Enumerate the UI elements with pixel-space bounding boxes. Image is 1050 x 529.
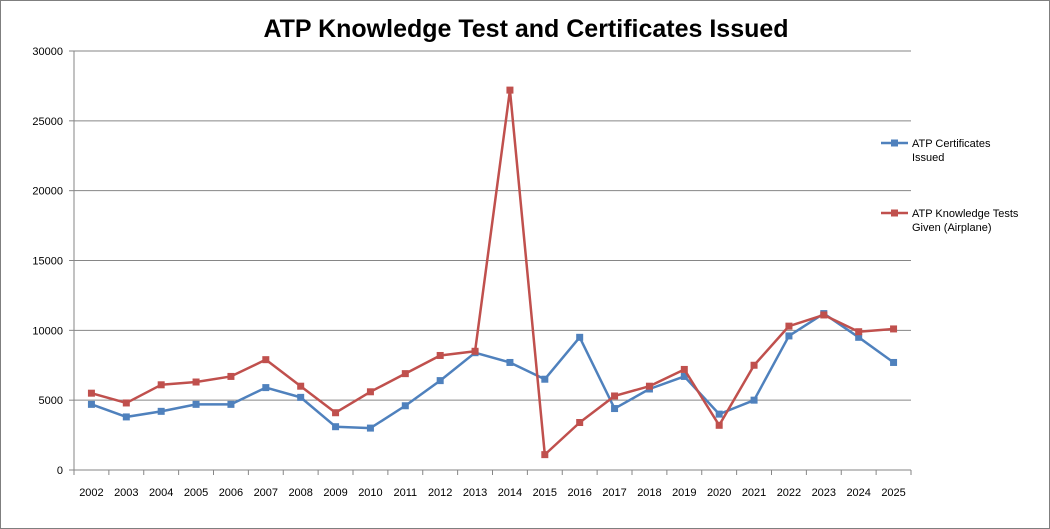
data-point bbox=[401, 402, 409, 410]
x-tick-label: 2015 bbox=[533, 487, 557, 499]
x-tick-label: 2012 bbox=[428, 487, 452, 499]
legend-label: ATP Certificates Issued bbox=[912, 138, 991, 164]
data-point bbox=[890, 325, 898, 333]
data-point bbox=[192, 378, 200, 386]
data-point bbox=[297, 382, 305, 390]
data-point bbox=[680, 372, 688, 380]
x-tick-label: 2013 bbox=[463, 487, 487, 499]
data-point bbox=[262, 384, 270, 392]
data-point bbox=[332, 423, 340, 431]
x-tick-label: 2025 bbox=[881, 487, 905, 499]
data-point bbox=[506, 86, 514, 94]
legend-marker bbox=[891, 209, 898, 217]
data-point bbox=[576, 333, 584, 341]
series-line bbox=[91, 312, 895, 430]
y-tick-label: 30000 bbox=[32, 46, 63, 58]
x-tick-label: 2022 bbox=[777, 487, 801, 499]
data-point bbox=[715, 421, 723, 429]
data-point bbox=[715, 410, 723, 418]
data-point bbox=[890, 358, 898, 366]
gridlines bbox=[74, 50, 911, 401]
legend: ATP Certificates Issued ATP Knowledge Test… bbox=[881, 138, 1019, 234]
data-point bbox=[680, 365, 688, 373]
legend-marker bbox=[891, 139, 898, 147]
y-tick-label: 5000 bbox=[39, 395, 63, 407]
data-point bbox=[611, 405, 619, 413]
data-point bbox=[541, 451, 549, 459]
x-tick-label: 2002 bbox=[79, 487, 103, 499]
data-point bbox=[576, 419, 584, 427]
series-layer bbox=[87, 86, 898, 459]
data-point bbox=[401, 370, 409, 378]
data-point bbox=[262, 356, 270, 364]
x-tick-label: 2020 bbox=[707, 487, 731, 499]
data-point bbox=[611, 392, 619, 400]
data-point bbox=[506, 358, 514, 366]
y-tick-label: 25000 bbox=[32, 116, 63, 128]
x-tick-label: 2018 bbox=[637, 487, 661, 499]
legend-item-2: ATP Knowledge Tests Given (Airplane) bbox=[881, 208, 1019, 234]
data-point bbox=[820, 311, 828, 319]
x-tick-label: 2003 bbox=[114, 487, 138, 499]
legend-label: ATP Knowledge Tests Given (Airplane) bbox=[912, 208, 1019, 234]
x-tick-label: 2016 bbox=[567, 487, 591, 499]
chart-title: ATP Knowledge Test and Certificates Issu… bbox=[263, 15, 788, 43]
data-point bbox=[87, 389, 95, 397]
data-point bbox=[785, 322, 793, 330]
y-tick-label: 15000 bbox=[32, 256, 63, 268]
data-point bbox=[297, 393, 305, 401]
data-point bbox=[192, 400, 200, 408]
x-tick-label: 2007 bbox=[254, 487, 278, 499]
series-line bbox=[91, 88, 894, 456]
x-tick-label: 2023 bbox=[812, 487, 836, 499]
x-tick-label: 2024 bbox=[846, 487, 870, 499]
x-tick-label: 2011 bbox=[393, 487, 417, 499]
series-2 bbox=[87, 86, 898, 459]
data-point bbox=[122, 399, 130, 407]
data-point bbox=[855, 333, 863, 341]
data-point bbox=[87, 400, 95, 408]
data-point bbox=[645, 382, 653, 390]
data-point bbox=[436, 377, 444, 385]
data-point bbox=[785, 332, 793, 340]
x-tick-label: 2005 bbox=[184, 487, 208, 499]
y-tick-label: 0 bbox=[57, 465, 63, 477]
data-point bbox=[122, 413, 130, 421]
data-point bbox=[227, 372, 235, 380]
x-tick-label: 2006 bbox=[219, 487, 243, 499]
y-tick-label: 10000 bbox=[32, 325, 63, 337]
axes: 0 5000 10000 15000 20000 25000 30000 2002 2003 20… bbox=[32, 46, 912, 499]
y-tick-label: 20000 bbox=[32, 186, 63, 198]
series-1 bbox=[87, 310, 898, 432]
data-point bbox=[471, 347, 479, 355]
x-tick-label: 2008 bbox=[288, 487, 312, 499]
data-point bbox=[855, 328, 863, 336]
data-point bbox=[227, 400, 235, 408]
x-tick-label: 2017 bbox=[602, 487, 626, 499]
legend-item-1: ATP Certificates Issued bbox=[881, 138, 991, 164]
data-point bbox=[366, 388, 374, 396]
data-point bbox=[157, 381, 165, 389]
x-tick-label: 2004 bbox=[149, 487, 173, 499]
data-point bbox=[332, 409, 340, 417]
x-tick-label: 2010 bbox=[358, 487, 382, 499]
x-tick-label: 2021 bbox=[742, 487, 766, 499]
data-point bbox=[750, 396, 758, 404]
data-point bbox=[366, 424, 374, 432]
data-point bbox=[541, 375, 549, 383]
x-tick-label: 2014 bbox=[498, 487, 522, 499]
x-tick-label: 2009 bbox=[323, 487, 347, 499]
x-tick-label: 2019 bbox=[672, 487, 696, 499]
data-point bbox=[750, 361, 758, 369]
data-point bbox=[436, 351, 444, 359]
data-point bbox=[157, 407, 165, 415]
